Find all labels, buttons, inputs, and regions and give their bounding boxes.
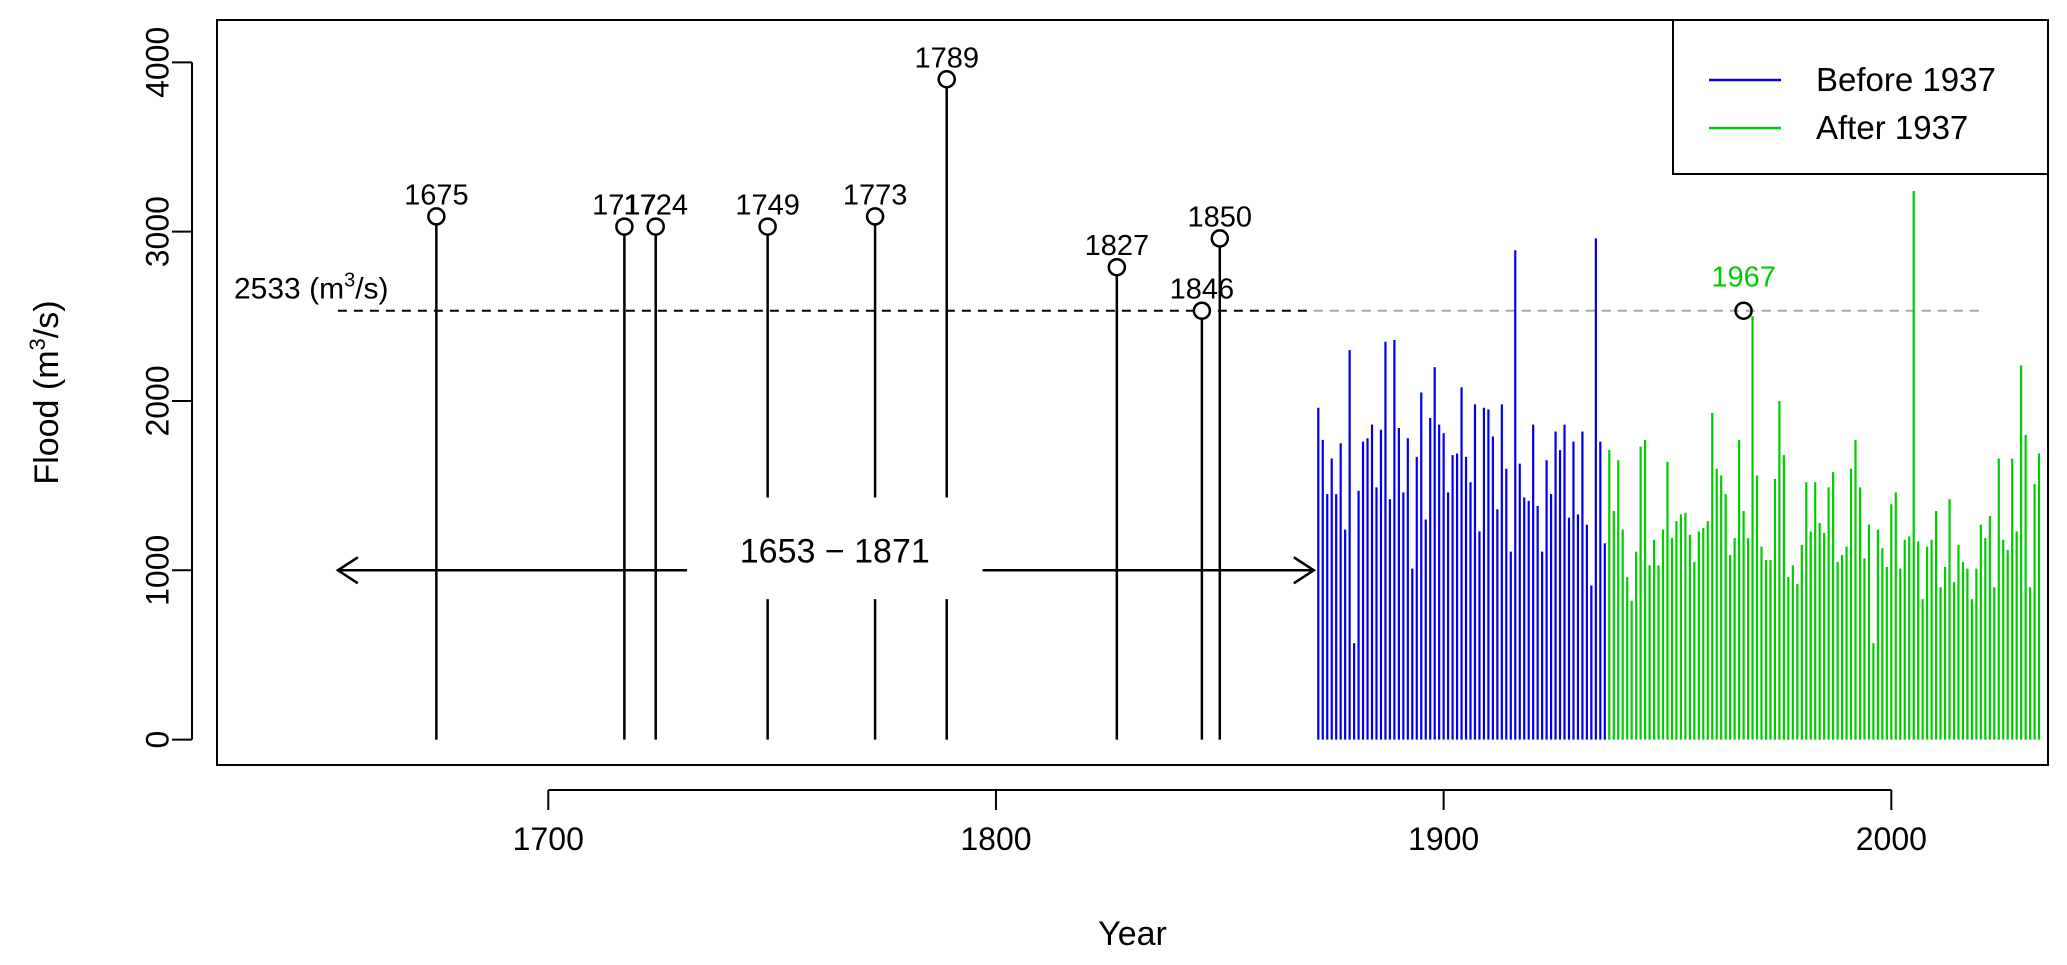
historical-flood-label: 1675 xyxy=(404,179,469,211)
historical-flood-label: 1789 xyxy=(914,42,979,74)
highlight-label: 1967 xyxy=(1711,262,1776,294)
x-tick-label: 1700 xyxy=(513,821,584,857)
historical-flood-label: 1846 xyxy=(1170,274,1235,306)
historical-flood-point xyxy=(1107,257,1127,277)
x-tick-label: 2000 xyxy=(1856,821,1927,857)
historical-flood-label: 1850 xyxy=(1188,201,1253,233)
period-label: 1653 − 1871 xyxy=(740,532,930,570)
y-tick-label: 1000 xyxy=(139,535,175,606)
chart-marks: 0 1000 2000 3000 4000 1700 1800 1900 2000 Year Flo… xyxy=(25,19,2049,953)
historical-flood-point xyxy=(427,207,446,226)
threshold-label: 2533 (m3/s) xyxy=(234,270,389,306)
historical-flood-label: 1827 xyxy=(1085,230,1150,262)
historical-flood-label: 1724 xyxy=(623,190,688,222)
historical-flood-point xyxy=(937,70,956,89)
y-tick-label: 0 xyxy=(139,731,175,749)
historical-flood-label: 1773 xyxy=(843,179,908,211)
historical-flood-label: 1717 xyxy=(592,190,657,222)
y-tick-label: 4000 xyxy=(139,27,175,98)
period-arrowhead-left xyxy=(335,556,359,585)
plot-frame xyxy=(216,19,2049,766)
highlight-point xyxy=(1734,301,1753,320)
legend-label: After 1937 xyxy=(1816,109,1968,146)
historical-flood-point xyxy=(758,217,777,236)
historical-flood-point xyxy=(1192,301,1212,320)
x-tick-label: 1900 xyxy=(1408,821,1479,857)
historical-flood-point xyxy=(1210,229,1230,248)
historical-flood-label: 1749 xyxy=(735,190,800,222)
legend-box xyxy=(1672,19,2049,175)
period-arrowhead-right xyxy=(1293,556,1317,585)
y-tick-label: 2000 xyxy=(139,365,175,436)
historical-flood-point xyxy=(646,217,665,236)
legend-label: Before 1937 xyxy=(1816,61,1996,98)
y-tick-label: 3000 xyxy=(139,196,175,267)
x-tick-label: 1800 xyxy=(960,821,1031,857)
y-axis-title: Flood (m3/s) xyxy=(25,300,66,484)
historical-flood-point xyxy=(865,207,885,226)
historical-flood-point xyxy=(615,217,634,236)
x-axis-title: Year xyxy=(1098,915,1167,953)
